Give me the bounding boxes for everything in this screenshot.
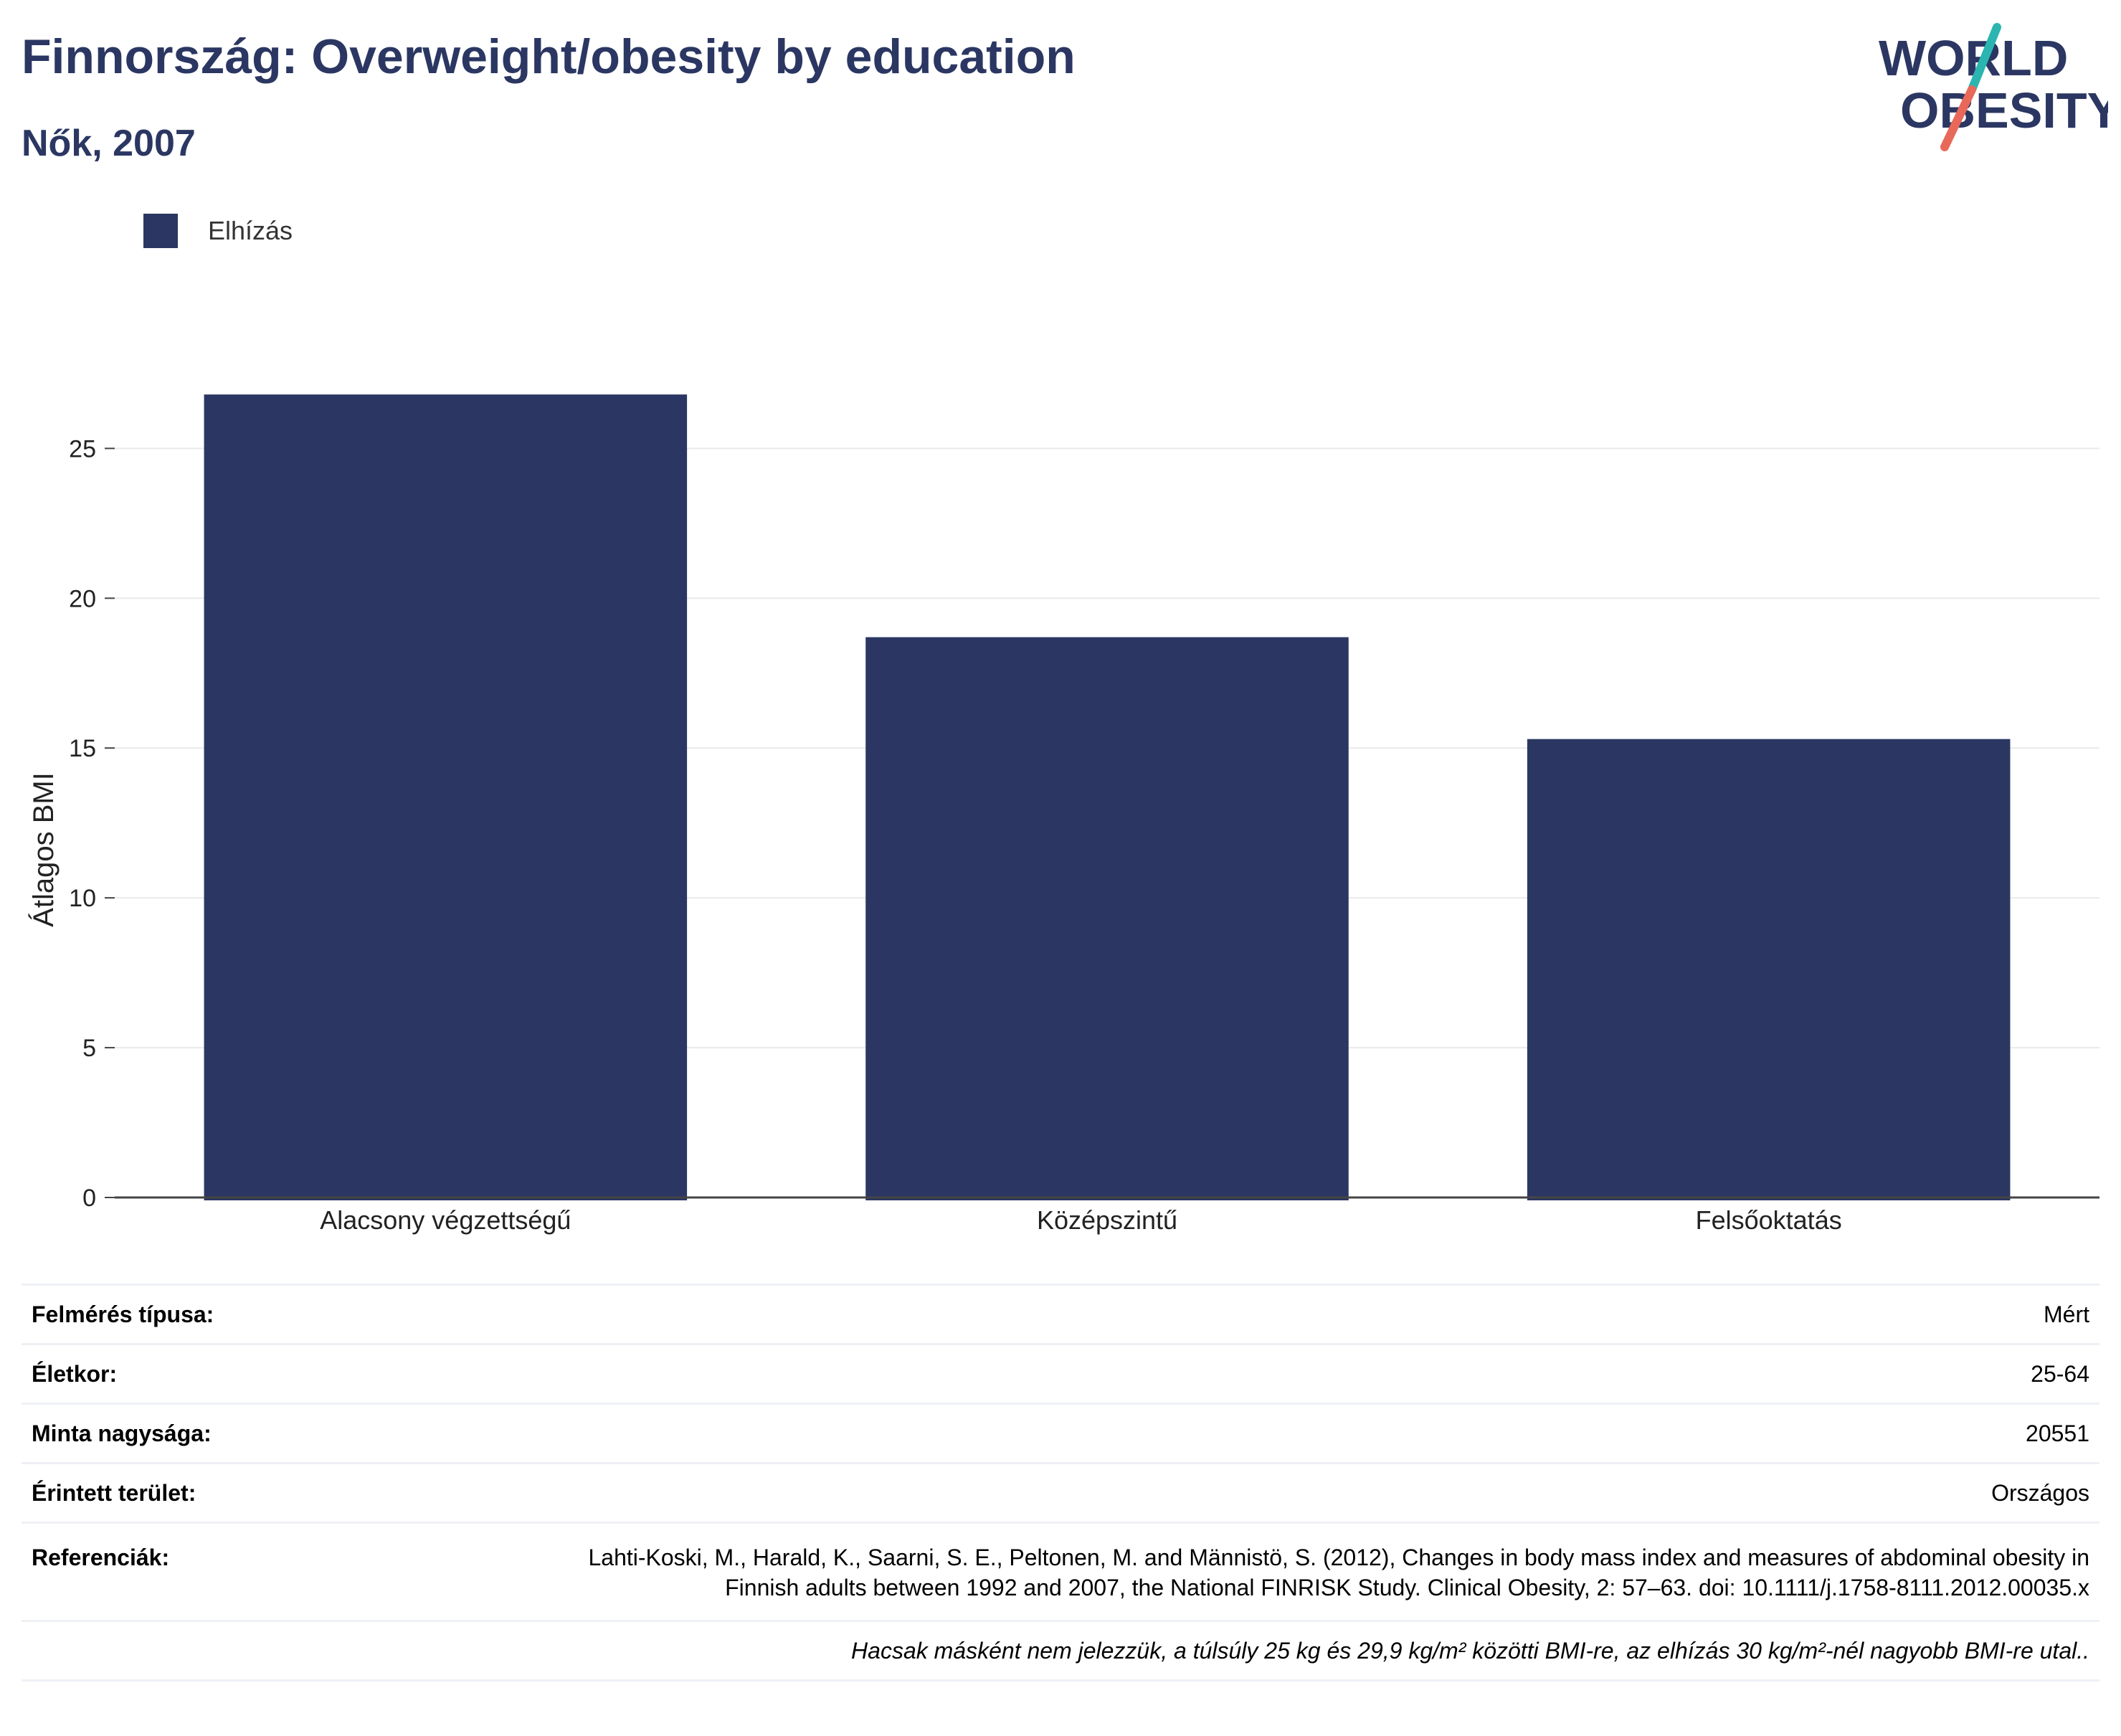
world-obesity-logo: WORLD OBESITY xyxy=(1879,23,2108,151)
row-value: Országos xyxy=(1991,1479,2089,1506)
x-tick-label: Alacsony végzettségű xyxy=(320,1205,571,1235)
bar xyxy=(865,637,1349,1200)
x-tick-label: Középszintű xyxy=(1037,1205,1177,1235)
row-label: Referenciák: xyxy=(32,1545,170,1570)
y-tick-label: 5 xyxy=(82,1035,96,1062)
x-tick-label: Felsőoktatás xyxy=(1696,1205,1842,1235)
y-axis-label: Átlagos BMI xyxy=(27,772,60,927)
row-value: 25-64 xyxy=(2031,1360,2089,1387)
row-label: Felmérés típusa: xyxy=(32,1301,214,1327)
reference-text: Lahti-Koski, M., Harald, K., Saarni, S. … xyxy=(588,1545,2089,1600)
chart-legend: Elhízás xyxy=(143,214,293,248)
row-label: Minta nagysága: xyxy=(32,1420,212,1446)
table-row-age: Életkor: 25-64 xyxy=(22,1343,2099,1403)
table-row-sample-size: Minta nagysága: 20551 xyxy=(22,1403,2099,1462)
y-tick-label: 20 xyxy=(69,585,96,612)
table-row-area: Érintett terület: Országos xyxy=(22,1462,2099,1522)
table-row-note: Hacsak másként nem jelezzük, a túlsúly 2… xyxy=(22,1620,2099,1682)
row-value: Mért xyxy=(2044,1301,2089,1327)
bar-chart: 0 5 10 15 20 25 Alacsony végzettségű Középszin… xyxy=(27,394,2099,1235)
row-value: 20551 xyxy=(2026,1420,2089,1446)
chart-subtitle: Nők, 2007 xyxy=(22,123,196,164)
legend-label: Elhízás xyxy=(208,216,293,245)
y-tick-label: 10 xyxy=(69,885,96,912)
y-tick-label: 25 xyxy=(69,435,96,463)
row-label: Érintett terület: xyxy=(32,1479,196,1506)
logo-slash-coral xyxy=(1940,85,1976,151)
logo-slash-teal xyxy=(1968,23,2001,94)
y-tick-label: 0 xyxy=(82,1185,96,1212)
chart-title: Finnország: Overweight/obesity by educat… xyxy=(22,29,1076,84)
table-row-survey-type: Felmérés típusa: Mért xyxy=(22,1284,2099,1343)
legend-swatch xyxy=(143,214,178,248)
bars xyxy=(204,394,2011,1201)
x-axis-ticks: Alacsony végzettségű Középszintű Felsőokta… xyxy=(115,1196,2099,1235)
table-row-references: Referenciák: Lahti-Koski, M., Harald, K.… xyxy=(22,1522,2099,1620)
logo-word-obesity: OBESITY xyxy=(1900,82,2108,138)
row-label: Életkor: xyxy=(32,1360,118,1387)
bar xyxy=(204,394,688,1201)
metadata-table: Felmérés típusa: Mért Életkor: 25-64 Min… xyxy=(22,1284,2099,1682)
y-axis-ticks: 0 5 10 15 20 25 xyxy=(69,435,115,1212)
y-tick-label: 15 xyxy=(69,735,96,762)
bar xyxy=(1527,739,2011,1200)
footnote-text: Hacsak másként nem jelezzük, a túlsúly 2… xyxy=(851,1637,2089,1664)
